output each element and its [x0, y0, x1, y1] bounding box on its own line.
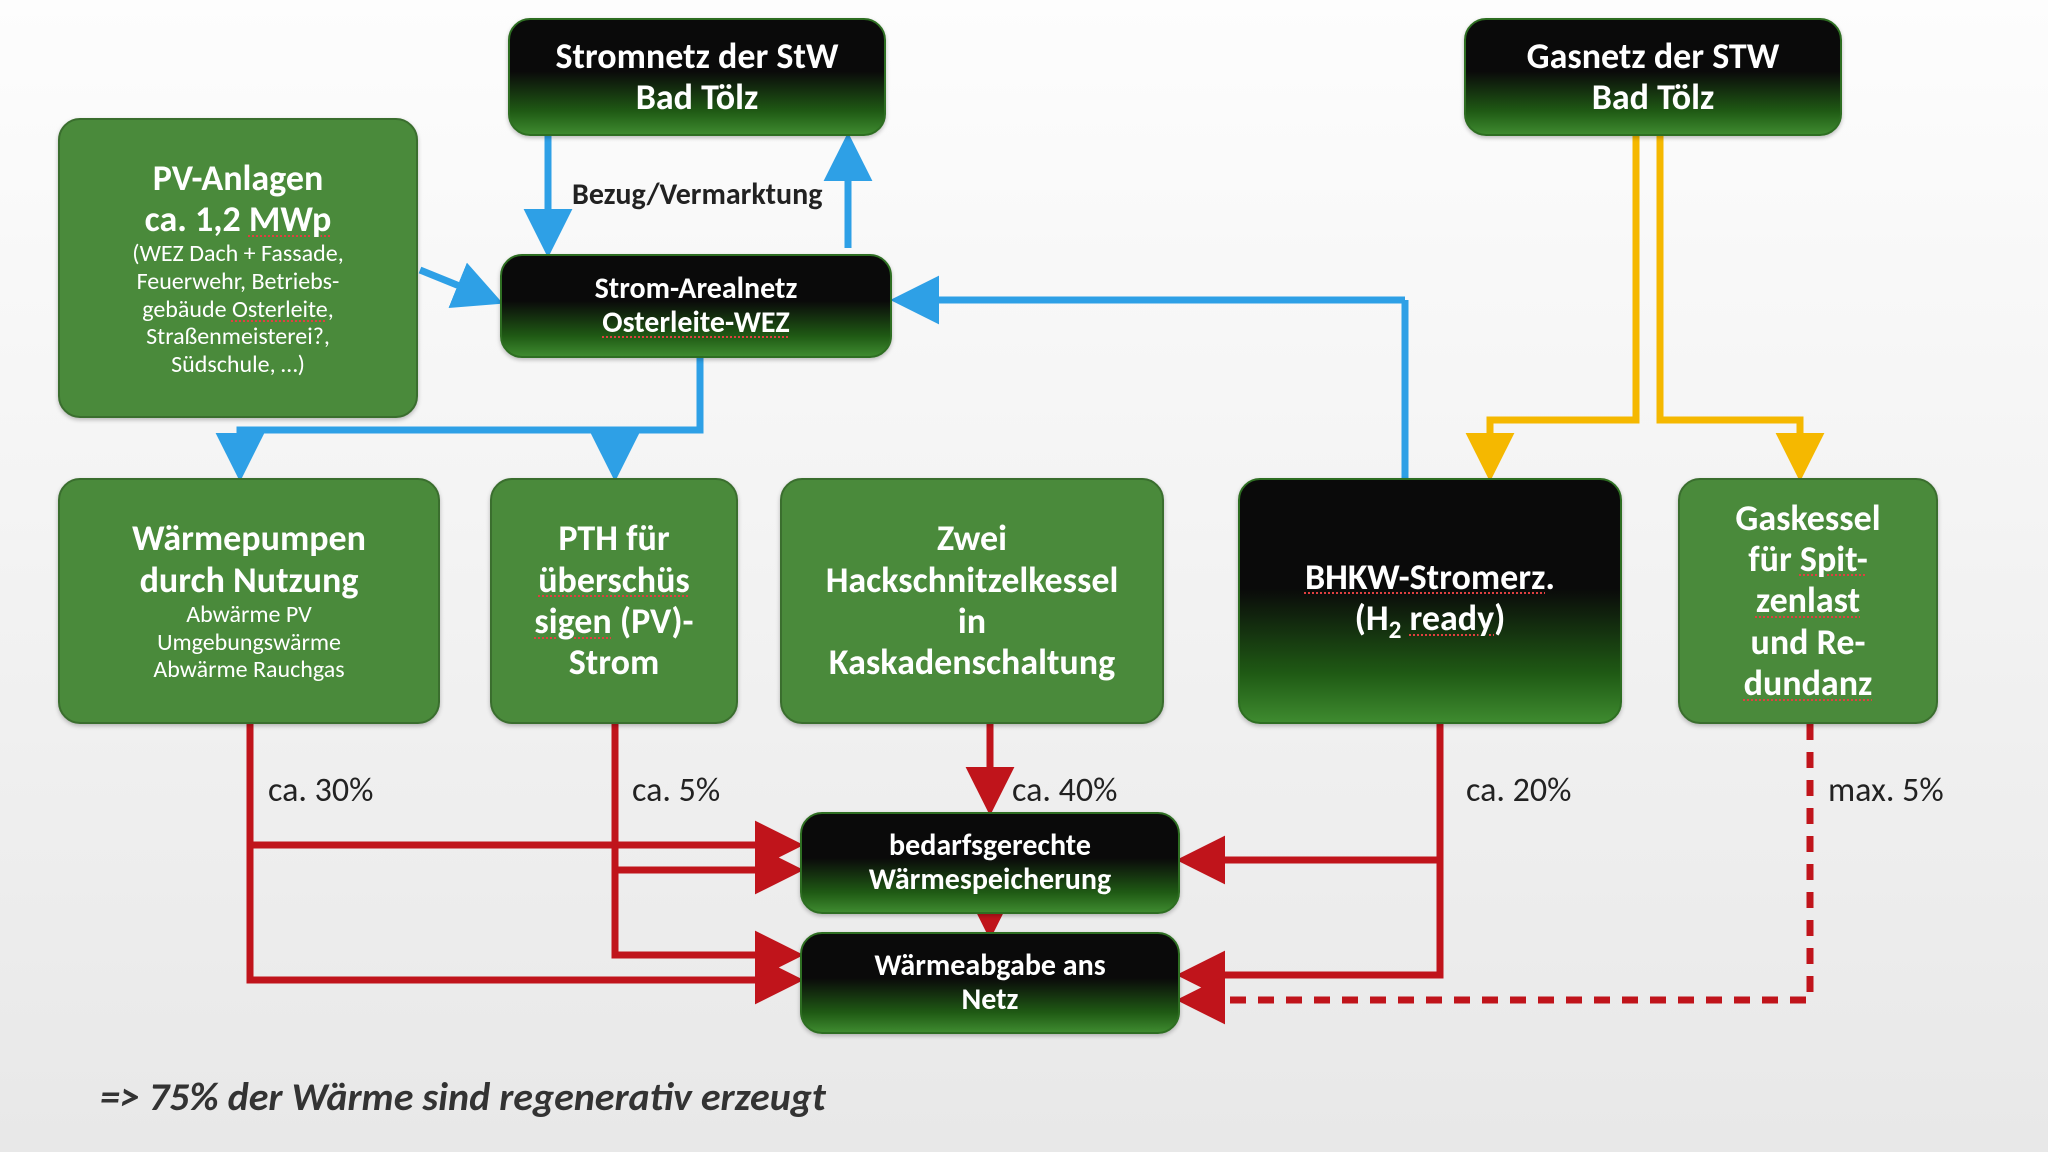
text: sigen (PV)- [534, 601, 693, 642]
text: in [958, 601, 986, 642]
text: (H2 ready) [1355, 598, 1506, 645]
text: Gaskessel [1735, 498, 1880, 539]
pct-gas: max. 5% [1828, 770, 1944, 811]
text: ca. 1,2 MWp [145, 199, 332, 240]
text: Abwärme Rauchgas [153, 656, 344, 684]
text: (WEZ Dach + Fassade, [132, 240, 343, 268]
text: Kaskadenschaltung [829, 642, 1115, 683]
text: gebäude Osterleite, [142, 296, 334, 324]
text: zenlast [1756, 580, 1860, 621]
text: Bad Tölz [636, 77, 759, 118]
text: PV-Anlagen [153, 158, 324, 199]
text: Feuerwehr, Betriebs- [137, 268, 340, 296]
text: für Spit- [1748, 539, 1867, 580]
text: Südschule, …) [171, 351, 305, 379]
text: Strom [569, 642, 660, 683]
node-pv: PV-Anlagen ca. 1,2 MWp (WEZ Dach + Fassa… [58, 118, 418, 418]
node-arealnetz: Strom-Arealnetz Osterleite-WEZ [500, 254, 892, 358]
label-bezug: Bezug/Vermarktung [572, 176, 822, 213]
pct-bhkw: ca. 20% [1466, 770, 1571, 811]
node-waermepumpen: Wärmepumpen durch Nutzung Abwärme PV Umg… [58, 478, 440, 724]
node-hackschnitzel: Zwei Hackschnitzelkessel in Kaskadenscha… [780, 478, 1164, 724]
text: Zwei [937, 518, 1007, 559]
text: durch Nutzung [140, 560, 359, 601]
text: Abwärme PV [186, 601, 312, 629]
node-netz: Wärmeabgabe ans Netz [800, 932, 1180, 1034]
text: Hackschnitzelkessel [826, 560, 1119, 601]
text: PTH für [558, 518, 669, 559]
text: Gasnetz der STW [1527, 36, 1780, 77]
text: Straßenmeisterei?, [146, 323, 330, 351]
text: BHKW-Stromerz. [1305, 557, 1555, 598]
diagram-stage: Stromnetz der StW Bad Tölz Gasnetz der S… [0, 0, 2048, 1152]
text: Umgebungswärme [157, 629, 341, 657]
pct-pth: ca. 5% [632, 770, 720, 811]
text: Bad Tölz [1592, 77, 1715, 118]
node-bhkw: BHKW-Stromerz. (H2 ready) [1238, 478, 1622, 724]
pct-wp: ca. 30% [268, 770, 373, 811]
text: Wärmespeicherung [869, 863, 1111, 898]
node-gaskessel: Gaskessel für Spit- zenlast und Re- dund… [1678, 478, 1938, 724]
text: bedarfsgerechte [889, 829, 1091, 864]
text: und Re- [1751, 622, 1866, 663]
node-stromnetz: Stromnetz der StW Bad Tölz [508, 18, 886, 136]
text: überschüs [538, 560, 690, 601]
node-speicher: bedarfsgerechte Wärmespeicherung [800, 812, 1180, 914]
text: Strom-Arealnetz [595, 272, 798, 307]
text: Stromnetz der StW [555, 36, 838, 77]
text: Wärmepumpen [132, 518, 366, 559]
text: dundanz [1744, 663, 1873, 704]
node-pth: PTH für überschüs sigen (PV)- Strom [490, 478, 738, 724]
conclusion: => 75% der Wärme sind regenerativ erzeug… [100, 1072, 826, 1121]
pct-hack: ca. 40% [1012, 770, 1117, 811]
node-gasnetz: Gasnetz der STW Bad Tölz [1464, 18, 1842, 136]
text: Osterleite-WEZ [602, 306, 789, 341]
text: Wärmeabgabe ans [874, 949, 1105, 984]
text: Netz [962, 983, 1019, 1018]
